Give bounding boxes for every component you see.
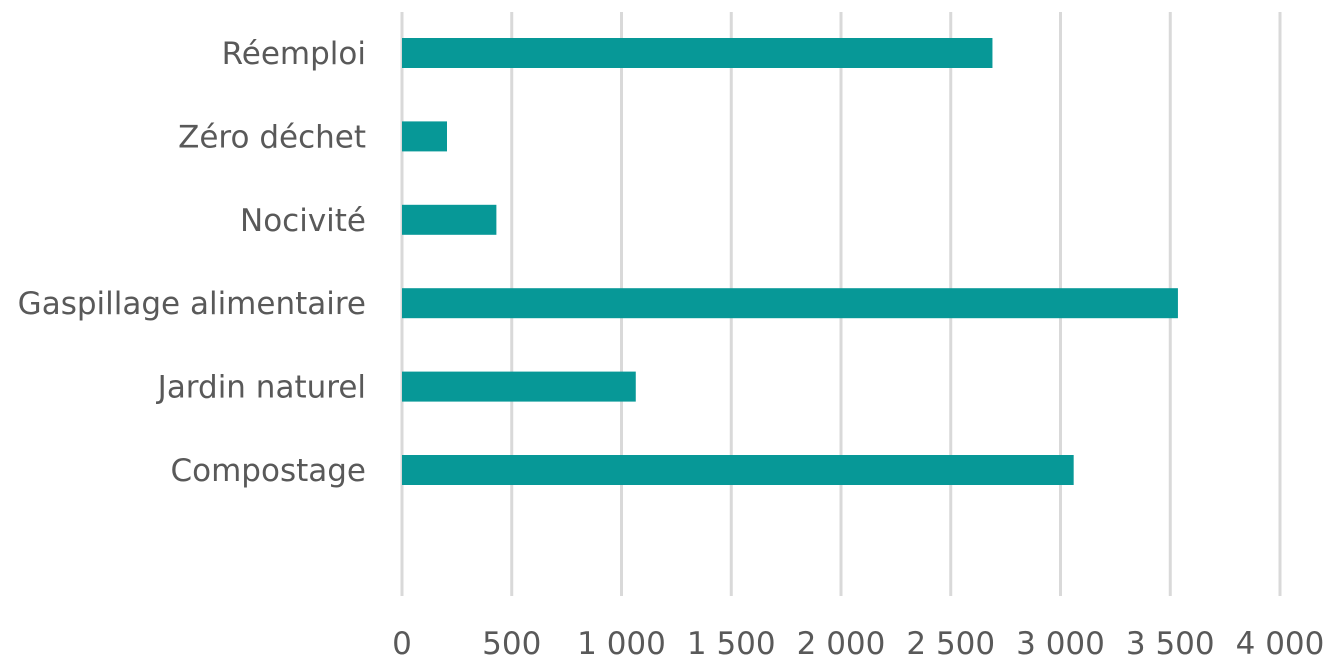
- x-tick-label: 1 500: [687, 626, 776, 662]
- x-tick-label: 4 000: [1236, 626, 1325, 662]
- x-axis-tick-labels: 0 500 1 000 1 500 2 000 2 500 3 000 3 500 4 000: [392, 626, 1324, 662]
- category-label: Gaspillage alimentaire: [18, 286, 366, 322]
- category-labels: Réemploi Zéro déchet Nocivité Gaspillage a…: [18, 36, 366, 489]
- bar: [402, 204, 497, 235]
- x-tick-label: 500: [482, 626, 541, 662]
- category-label: Nocivité: [240, 203, 366, 239]
- x-tick-label: 0: [392, 626, 412, 662]
- category-label: Compostage: [170, 453, 366, 489]
- x-tick-label: 2 500: [906, 626, 995, 662]
- x-tick-label: 3 500: [1126, 626, 1215, 662]
- bar: [402, 121, 447, 152]
- x-tick-label: 2 000: [797, 626, 886, 662]
- bar: [402, 455, 1074, 485]
- x-tick-label: 3 000: [1016, 626, 1105, 662]
- bar: [402, 38, 993, 68]
- bar: [402, 371, 636, 402]
- x-tick-label: 1 000: [577, 626, 666, 662]
- category-label: Jardin naturel: [156, 370, 366, 406]
- bar: [402, 288, 1178, 319]
- category-label: Réemploi: [222, 36, 366, 72]
- category-label: Zéro déchet: [178, 119, 366, 155]
- bars: [402, 38, 1178, 485]
